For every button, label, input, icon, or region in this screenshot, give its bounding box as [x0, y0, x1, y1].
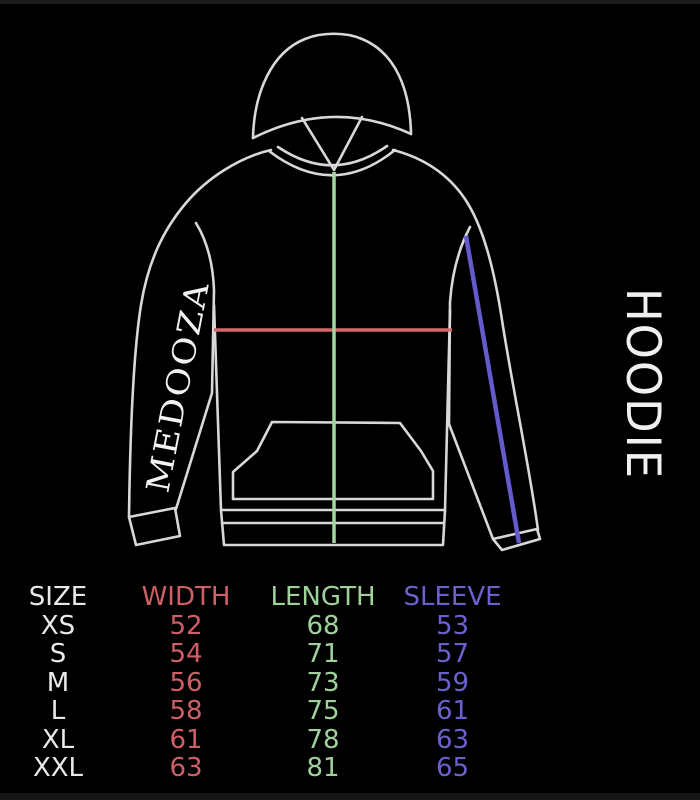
length-value: 78 [306, 724, 340, 755]
size-chart-table: SIZE WIDTH LENGTH SLEEVE XS 52 68 53 S 5… [0, 583, 515, 783]
hood-brim [251, 115, 413, 140]
length-value: 71 [306, 639, 340, 670]
length-value: 68 [306, 610, 340, 641]
collar-inner-curve [276, 144, 389, 167]
table-row-xl: XL 61 78 63 [0, 726, 515, 755]
pocket-outline [231, 420, 435, 501]
sleeve-value: 63 [435, 724, 470, 755]
sleeve-value: 61 [435, 696, 470, 727]
left-sleeve-outer [127, 148, 273, 519]
hoodie-size-diagram: MEDOOZA HOODIE [127, 32, 670, 552]
length-value: 73 [306, 667, 340, 698]
right-armhole-seam [447, 225, 495, 541]
width-value: 63 [169, 753, 203, 784]
table-row-xxl: XXL 63 81 65 [0, 754, 515, 783]
size-label: XS [40, 610, 76, 641]
size-label: M [46, 667, 70, 698]
width-value: 58 [169, 696, 203, 727]
hood-outline [251, 32, 413, 140]
hood-opening-v [300, 115, 364, 172]
size-label: L [50, 696, 66, 727]
left-cuff [127, 506, 182, 547]
table-row-s: S 54 71 57 [0, 640, 515, 669]
sleeve-value: 57 [435, 639, 470, 670]
table-row-m: M 56 73 59 [0, 669, 515, 698]
size-label: S [49, 639, 67, 670]
right-body-edge [443, 308, 452, 512]
sleeve-brand-text: MEDOOZA [139, 277, 217, 495]
column-header-sleeve: SLEEVE [403, 582, 502, 613]
width-value: 61 [169, 724, 203, 755]
width-value: 56 [169, 667, 203, 698]
sleeve-value: 59 [435, 667, 470, 698]
top-border-strip [0, 0, 700, 4]
sleeve-value: 65 [435, 753, 470, 784]
width-value: 54 [169, 639, 203, 670]
table-header-row: SIZE WIDTH LENGTH SLEEVE [0, 583, 515, 612]
left-armhole-seam [174, 221, 216, 511]
length-value: 81 [306, 753, 340, 784]
product-title-vertical: HOODIE [615, 288, 670, 480]
left-body-edge [212, 303, 223, 512]
sleeve-measure-line [463, 235, 522, 544]
right-cuff [491, 527, 542, 552]
table-row-xs: XS 52 68 53 [0, 612, 515, 641]
column-header-length: LENGTH [270, 582, 376, 613]
size-label: XL [41, 724, 75, 755]
sleeve-value: 53 [435, 610, 470, 641]
bottom-border-strip [0, 793, 700, 800]
right-sleeve-outer [391, 148, 540, 532]
hem-band [219, 508, 447, 547]
size-label: XXL [32, 753, 84, 784]
column-header-size: SIZE [28, 582, 88, 613]
length-value: 75 [306, 696, 340, 727]
column-header-width: WIDTH [141, 582, 231, 613]
width-value: 52 [169, 610, 203, 641]
table-row-l: L 58 75 61 [0, 697, 515, 726]
